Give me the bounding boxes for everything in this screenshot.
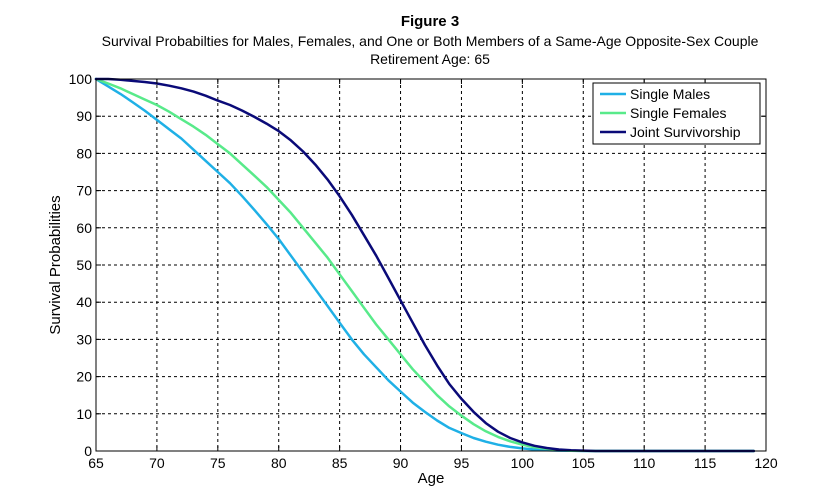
y-tick-label: 80 — [76, 145, 92, 161]
x-tick-label: 65 — [88, 455, 104, 471]
y-tick-label: 100 — [69, 71, 93, 87]
y-axis-label: Survival Probabilities — [47, 195, 64, 334]
chart-subtitle: Survival Probabilties for Males, Females… — [102, 33, 759, 49]
x-tick-label: 75 — [210, 455, 226, 471]
axis-ticks: 65 70 75 80 85 90 95 100 105 110 115 120 0 10 20 30 40 50… — [69, 71, 778, 471]
y-tick-label: 60 — [76, 220, 92, 236]
y-tick-label: 30 — [76, 331, 92, 347]
chart-title: Figure 3 — [401, 13, 459, 30]
x-tick-label: 100 — [511, 455, 535, 471]
x-tick-label: 90 — [393, 455, 409, 471]
x-axis-label: Age — [418, 470, 445, 487]
x-tick-label: 120 — [754, 455, 778, 471]
x-tick-label: 115 — [694, 455, 717, 471]
legend-label-single-females: Single Females — [630, 105, 727, 121]
chart-subtitle-retirement-age: Retirement Age: 65 — [370, 51, 490, 67]
legend: Single Males Single Females Joint Survivor… — [592, 82, 761, 145]
y-tick-label: 70 — [76, 183, 92, 199]
x-tick-label: 105 — [572, 455, 596, 471]
y-tick-label: 20 — [76, 369, 92, 385]
y-tick-label: 40 — [76, 294, 92, 310]
x-tick-label: 80 — [271, 455, 287, 471]
x-tick-label: 95 — [454, 455, 470, 471]
x-tick-label: 85 — [332, 455, 348, 471]
legend-label-single-males: Single Males — [630, 86, 710, 102]
x-tick-label: 110 — [633, 455, 656, 471]
y-tick-label: 50 — [76, 257, 92, 273]
y-tick-label: 90 — [76, 108, 92, 124]
y-tick-label: 0 — [84, 443, 92, 459]
x-tick-label: 70 — [149, 455, 165, 471]
legend-label-joint-survivorship: Joint Survivorship — [630, 124, 741, 140]
y-tick-label: 10 — [76, 406, 92, 422]
series-line-joint-survivorship — [94, 77, 756, 453]
